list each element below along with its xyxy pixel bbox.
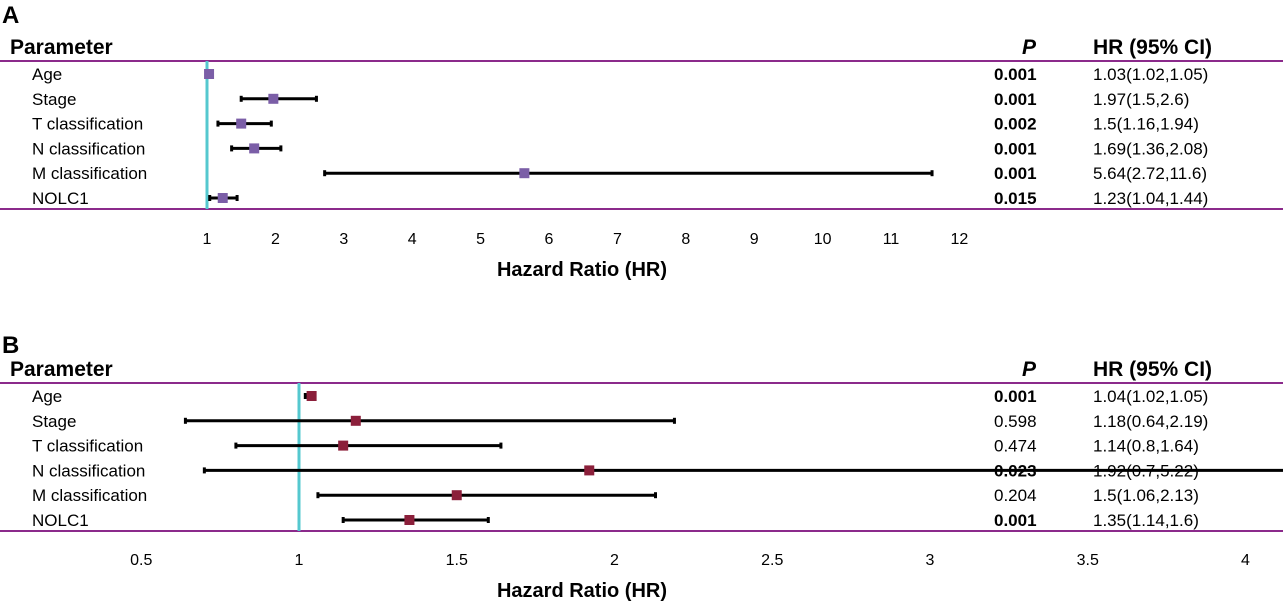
header-p: P [1022, 358, 1037, 381]
p-value: 0.001 [994, 139, 1037, 158]
x-tick-label: 4 [1241, 552, 1250, 569]
p-value: 0.001 [994, 387, 1037, 406]
hr-marker [306, 391, 317, 401]
x-tick-label: 9 [750, 231, 759, 248]
hr-marker [338, 440, 349, 451]
row-label: Age [32, 387, 62, 406]
hr-marker [451, 490, 462, 501]
row-label: Stage [32, 412, 76, 431]
hr-ci-text: 1.18(0.64,2.19) [1093, 412, 1208, 431]
row-label: NOLC1 [32, 189, 89, 208]
header-parameter: Parameter [10, 358, 113, 381]
x-tick-label: 3 [339, 231, 348, 248]
x-tick-label: 6 [545, 231, 554, 248]
panel-letter: A [2, 2, 19, 29]
p-value: 0.015 [994, 189, 1037, 208]
x-tick-label: 1 [203, 231, 212, 248]
x-tick-label: 8 [681, 231, 690, 248]
x-tick-label: 4 [408, 231, 417, 248]
x-tick-label: 0.5 [130, 552, 152, 569]
x-tick-label: 1.5 [446, 552, 468, 569]
header-parameter: Parameter [10, 36, 113, 59]
hr-ci-text: 1.35(1.14,1.6) [1093, 511, 1199, 530]
p-value: 0.002 [994, 115, 1037, 134]
hr-ci-text: 1.69(1.36,2.08) [1093, 139, 1208, 158]
row-label: M classification [32, 486, 147, 505]
hr-ci-text: 5.64(2.72,11.6) [1093, 164, 1207, 183]
row-label: Stage [32, 90, 76, 109]
x-tick-label: 11 [883, 231, 900, 248]
header-hr: HR (95% CI) [1093, 36, 1212, 59]
hr-marker [584, 465, 595, 476]
x-tick-label: 2 [610, 552, 619, 569]
hr-marker [268, 93, 279, 104]
p-value: 0.598 [994, 412, 1037, 431]
x-tick-label: 10 [814, 231, 832, 248]
x-axis-title: Hazard Ratio (HR) [497, 580, 667, 602]
hr-ci-text: 1.5(1.16,1.94) [1093, 115, 1199, 134]
row-label: N classification [32, 461, 145, 480]
row-label: T classification [32, 115, 143, 134]
row-label: T classification [32, 437, 143, 456]
hr-ci-text: 1.03(1.02,1.05) [1093, 65, 1208, 84]
panel-letter: B [2, 332, 19, 359]
header-p: P [1022, 36, 1037, 59]
hr-marker [249, 143, 260, 154]
p-value: 0.001 [994, 511, 1037, 530]
x-tick-label: 2.5 [761, 552, 783, 569]
x-tick-label: 2 [271, 231, 280, 248]
row-label: NOLC1 [32, 511, 89, 530]
header-hr: HR (95% CI) [1093, 358, 1212, 381]
hr-marker [519, 168, 530, 179]
hr-marker [217, 193, 228, 203]
p-value: 0.204 [994, 486, 1037, 505]
p-value: 0.001 [994, 90, 1037, 109]
x-tick-label: 3.5 [1077, 552, 1099, 569]
hr-ci-text: 1.23(1.04,1.44) [1093, 189, 1208, 208]
hr-ci-text: 1.04(1.02,1.05) [1093, 387, 1208, 406]
p-value: 0.001 [994, 164, 1037, 183]
row-label: N classification [32, 139, 145, 158]
hr-ci-text: 1.5(1.06,2.13) [1093, 486, 1199, 505]
x-axis-title: Hazard Ratio (HR) [497, 259, 667, 281]
hr-marker [204, 69, 215, 79]
hr-marker [236, 118, 247, 129]
panel-a: A Parameter P HR (95% CI) Age 0.001 1.03(1.02,… [0, 2, 1283, 281]
hr-marker [404, 515, 415, 525]
hr-marker [350, 415, 361, 426]
x-tick-label: 12 [951, 231, 969, 248]
x-tick-label: 1 [295, 552, 304, 569]
p-value: 0.001 [994, 65, 1037, 84]
x-tick-label: 3 [926, 552, 935, 569]
row-label: Age [32, 65, 62, 84]
hr-ci-text: 1.14(0.8,1.64) [1093, 437, 1199, 456]
x-tick-label: 7 [613, 231, 622, 248]
row-label: M classification [32, 164, 147, 183]
hr-ci-text: 1.97(1.5,2.6) [1093, 90, 1189, 109]
x-tick-label: 5 [476, 231, 485, 248]
p-value: 0.474 [994, 437, 1037, 456]
